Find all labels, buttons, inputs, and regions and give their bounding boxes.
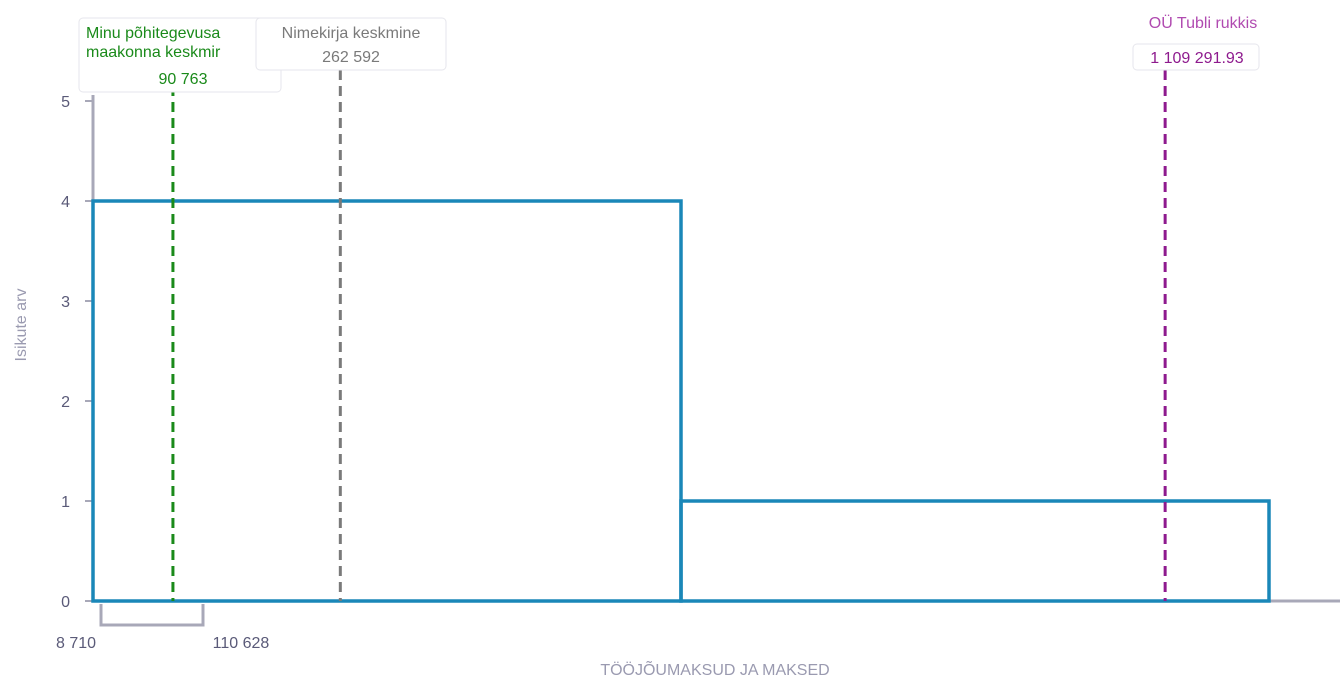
range-bracket-line	[99, 604, 205, 627]
axes: 0 1 2 3 4 5	[61, 94, 1340, 611]
marker-1: Minu põhitegevusa maakonna keskmir 90 763	[78, 17, 282, 601]
range-bracket: 8 710 110 628	[56, 604, 269, 652]
marker-value: 262 592	[322, 49, 380, 66]
marker-label: Minu põhitegevusa	[86, 25, 220, 42]
x-axis-title: TÖÖJÕUMAKSUD JA MAKSED	[600, 659, 829, 679]
histogram-bar	[679, 499, 1271, 603]
y-tick-label: 1	[61, 494, 70, 511]
marker-2: Nimekirja keskmine 262 592	[255, 17, 447, 601]
bracket-to-label: 110 628	[213, 635, 270, 652]
marker-label: Nimekirja keskmine	[282, 25, 421, 42]
marker-label-box	[255, 17, 447, 71]
marker-label: maakonna keskmir	[86, 44, 221, 61]
markers: Minu põhitegevusa maakonna keskmir 90 763 N…	[78, 14, 1260, 601]
marker-value: 1 109 291.93	[1150, 50, 1244, 67]
y-tick-label: 5	[61, 94, 70, 111]
bracket-from-label: 8 710	[56, 635, 96, 652]
y-tick-label: 0	[61, 594, 70, 611]
y-tick-label: 3	[61, 294, 70, 311]
histogram-bar	[91, 199, 683, 603]
marker-value: 90 763	[159, 71, 208, 88]
bars	[91, 199, 1271, 603]
marker-label: OÜ Tubli rukkis	[1149, 14, 1257, 32]
y-axis-title: Isikute arv	[13, 289, 30, 362]
y-tick-label: 4	[61, 194, 70, 211]
marker-value-box	[1132, 43, 1260, 71]
marker-3: OÜ Tubli rukkis 1 109 291.93	[1132, 14, 1260, 601]
y-tick-label: 2	[61, 394, 70, 411]
